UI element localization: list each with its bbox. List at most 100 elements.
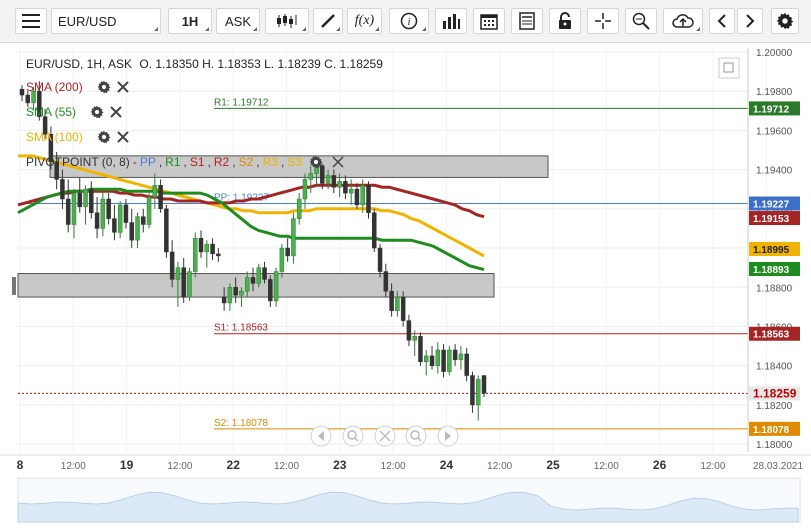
crosshair-icon [595, 13, 611, 29]
x-tick-label: 12:00 [61, 461, 86, 472]
gear-icon[interactable] [90, 105, 104, 119]
chart-type-button[interactable] [265, 8, 309, 34]
symbol-selector[interactable]: EUR/USD [51, 8, 161, 34]
close-icon[interactable] [110, 106, 122, 118]
volume-button[interactable] [435, 8, 467, 34]
nav-glyph [347, 430, 357, 440]
resistance-zone [49, 155, 549, 178]
candles-icon [277, 14, 297, 28]
back-icon [310, 425, 332, 447]
timeframe-selector[interactable]: 1H [168, 8, 212, 34]
prev-icon [717, 14, 726, 28]
candle-body [406, 320, 412, 341]
gear-icon[interactable] [97, 80, 111, 94]
close-icon[interactable] [116, 81, 129, 93]
navigator-area [17, 491, 799, 523]
crosshair-button[interactable] [587, 8, 619, 34]
close-icon[interactable] [332, 156, 344, 168]
draw-icon [321, 14, 335, 28]
candle-body [377, 247, 383, 272]
price-tag [749, 196, 800, 211]
x-tick-label: 19 [120, 458, 134, 472]
candle-body [164, 208, 169, 253]
nav-glyph [379, 430, 391, 442]
pivot-label: R1: 1.19712 [214, 97, 269, 108]
candle-body [429, 355, 435, 366]
zoom-button[interactable] [625, 8, 657, 34]
candle-body [94, 212, 100, 229]
candle-body [227, 287, 233, 304]
prev-button[interactable] [709, 8, 735, 34]
upload-icon [672, 14, 694, 28]
close-icon[interactable] [116, 131, 129, 143]
candle-body [19, 88, 25, 96]
candle-body [204, 243, 210, 253]
resize-handle [12, 277, 16, 295]
candle-body [193, 237, 198, 272]
price-chart[interactable]: R1: 1.19712 PP: 1.19227 S1: 1.18563 S2: 1.1… [0, 42, 811, 529]
indicator-label: SMA (200) [26, 80, 83, 94]
sma200-line [17, 183, 485, 219]
fullscreen-glyph [723, 62, 734, 73]
price-tag [749, 262, 800, 277]
candle-body [244, 277, 250, 292]
volume-icon [443, 14, 460, 29]
info-icon: i [400, 12, 418, 30]
table-button[interactable] [511, 8, 543, 34]
pivot-legend-r3: R3 [262, 155, 278, 169]
chart-title: EUR/USD, 1H, ASK [26, 57, 133, 71]
symbol-label: EUR/USD [58, 13, 117, 29]
zoom-icon [632, 12, 650, 30]
menu-button[interactable] [15, 8, 47, 34]
calendar-icon [480, 14, 498, 30]
indicators-button[interactable]: f(x) [347, 8, 382, 34]
pivot-label: S2: 1.18078 [214, 418, 268, 429]
lock-button[interactable] [549, 8, 581, 34]
nav-button [405, 425, 427, 447]
upload-button[interactable] [663, 8, 703, 34]
candle-body [65, 198, 71, 225]
candle-body [262, 267, 267, 280]
draw-button[interactable] [313, 8, 343, 34]
candle-body [400, 296, 406, 321]
candle-body [372, 212, 377, 249]
pivot-legend-s1: S1 [189, 155, 205, 169]
x-tick-label: 12:00 [700, 461, 725, 472]
y-tick-label: 1.18000 [756, 440, 793, 451]
candle-body [141, 216, 146, 225]
pivot-legend-s2: S2 [238, 155, 254, 169]
gear-icon[interactable] [97, 130, 111, 144]
x-tick-label: 24 [440, 458, 454, 472]
price-tag-label: 1.18893 [753, 265, 790, 276]
price-tag [749, 421, 800, 436]
next-button[interactable] [737, 8, 763, 34]
price-tag-label: 1.19153 [753, 214, 790, 225]
candle-body [100, 198, 106, 229]
candle-body [320, 165, 325, 184]
zoom-out-icon [342, 425, 364, 447]
nav-glyph [445, 431, 451, 441]
price-type-selector[interactable]: ASK [216, 8, 260, 34]
ohlc-header: EUR/USD, 1H, ASK O. 1.18350 H. 1.18353 L… [26, 57, 383, 71]
candle-body [279, 247, 285, 272]
candle-body [458, 353, 464, 361]
calendar-button[interactable] [473, 8, 505, 34]
gear-icon[interactable] [309, 155, 323, 169]
candle-body [383, 271, 389, 292]
candle-body [152, 185, 158, 198]
candle-body [169, 251, 175, 280]
x-tick-label: 25 [546, 458, 560, 472]
y-tick-label: 1.20000 [756, 48, 793, 59]
settings-button[interactable] [771, 8, 799, 34]
nav-glyph [410, 430, 420, 440]
price-tag-label: 1.19712 [753, 104, 790, 115]
gear-icon [776, 12, 794, 30]
svg-text:i: i [407, 16, 410, 28]
candle-body [181, 267, 186, 298]
info-button[interactable]: i [389, 8, 429, 34]
candle-body [60, 179, 65, 200]
x-tick-label: 8 [17, 458, 24, 472]
candle-body [187, 271, 192, 298]
candle-body [106, 198, 111, 219]
candle-body [83, 188, 88, 208]
